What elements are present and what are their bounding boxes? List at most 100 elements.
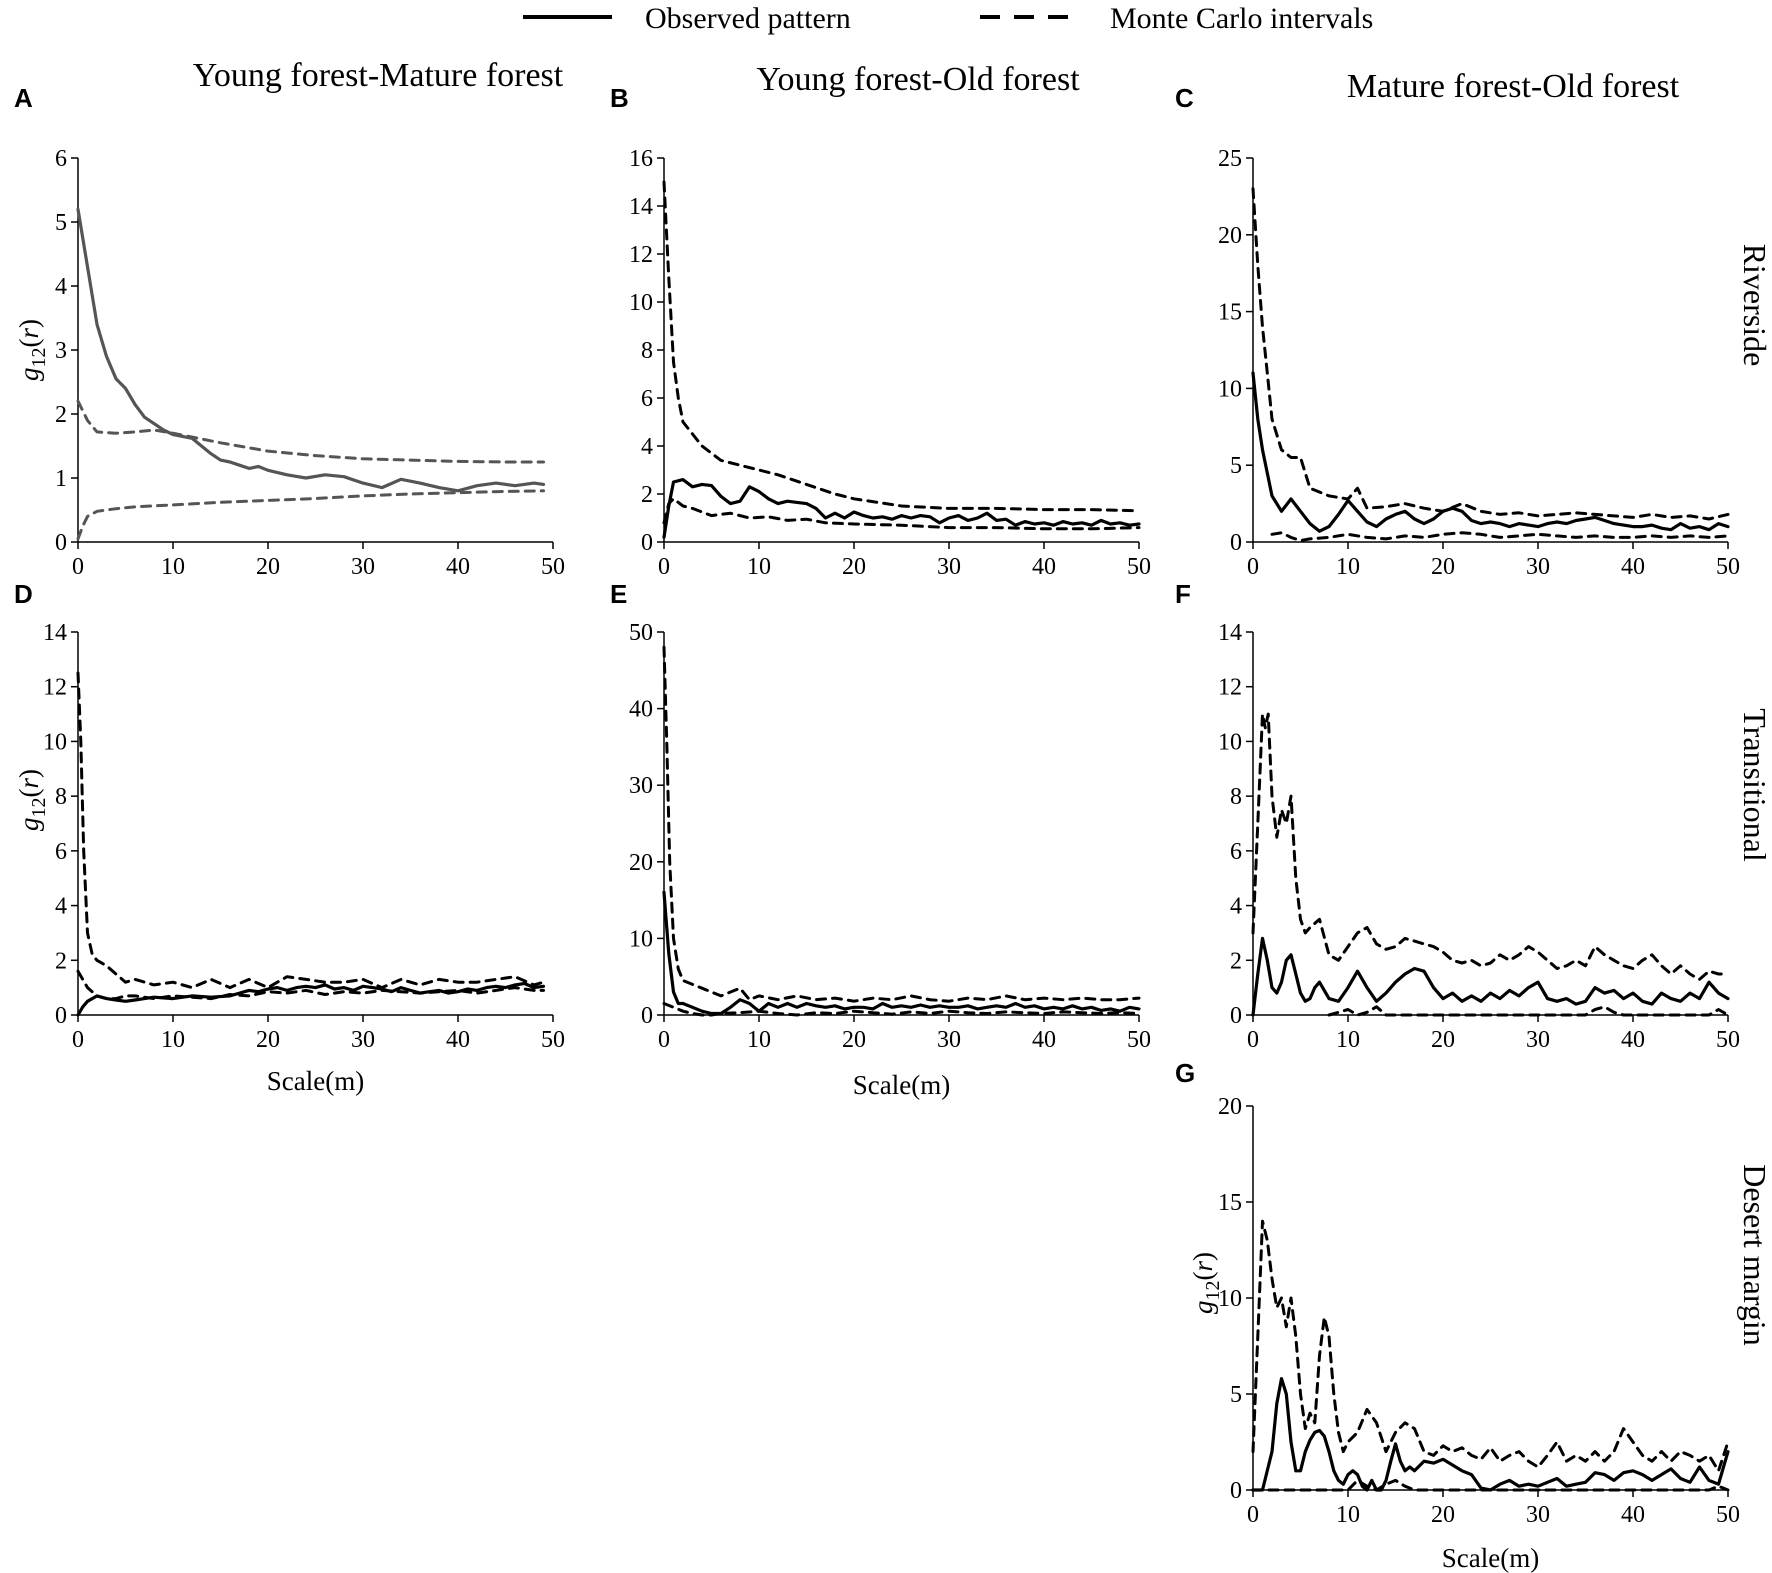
panel-letter-E: E bbox=[610, 579, 627, 609]
x-tick-label: 20 bbox=[1431, 1502, 1455, 1528]
y-tick-label: 12 bbox=[1218, 675, 1242, 701]
monte-carlo-upper-line bbox=[1251, 187, 1730, 521]
y-tick-label: 20 bbox=[629, 850, 653, 876]
x-tick-label: 40 bbox=[1621, 1027, 1645, 1053]
y-tick-label: 0 bbox=[1230, 1478, 1242, 1504]
x-tick-label: 30 bbox=[351, 1027, 375, 1053]
y-tick-label: 5 bbox=[1230, 453, 1242, 479]
monte-carlo-lower-line bbox=[1270, 531, 1730, 542]
panel-letter-B: B bbox=[610, 83, 629, 113]
panel-B: B 0 2 4 6 8 10 12 14 16 0 10 20 30 40 50 bbox=[610, 83, 1151, 580]
y-axis-title: g12(r) bbox=[1188, 1252, 1224, 1314]
x-tick-label: 40 bbox=[1621, 1502, 1645, 1528]
y-tick-label: 8 bbox=[641, 338, 653, 364]
monte-carlo-upper-line bbox=[1251, 1219, 1730, 1473]
x-tick-label: 50 bbox=[1127, 554, 1151, 580]
x-tick-label: 10 bbox=[747, 1027, 771, 1053]
x-tick-label: 0 bbox=[658, 554, 670, 580]
panel-letter-D: D bbox=[14, 579, 33, 609]
x-tick-label: 10 bbox=[1336, 554, 1360, 580]
y-tick-label: 8 bbox=[55, 784, 67, 810]
y-tick-label: 2 bbox=[55, 948, 67, 974]
x-tick-label: 20 bbox=[842, 1027, 866, 1053]
y-tick-label: 2 bbox=[55, 402, 67, 428]
x-tick-label: 30 bbox=[351, 554, 375, 580]
y-tick-label: 16 bbox=[629, 146, 653, 172]
y-tick-label: 10 bbox=[1218, 729, 1242, 755]
row-label-desert-margin: Desert margin bbox=[1737, 1164, 1772, 1346]
y-tick-label: 20 bbox=[1218, 223, 1242, 249]
x-tick-label: 30 bbox=[1526, 1502, 1550, 1528]
x-axis-title: Scale(m) bbox=[267, 1066, 364, 1096]
y-tick-label: 10 bbox=[43, 729, 67, 755]
panel-letter-G: G bbox=[1175, 1058, 1195, 1088]
y-tick-label: 0 bbox=[641, 530, 653, 556]
x-tick-label: 10 bbox=[747, 554, 771, 580]
monte-carlo-upper-line bbox=[662, 645, 1141, 1003]
y-axis-title: g12(r) bbox=[14, 769, 50, 831]
y-tick-label: 2 bbox=[641, 482, 653, 508]
monte-carlo-lower-line bbox=[76, 969, 545, 1001]
y-tick-label: 1 bbox=[55, 466, 67, 492]
y-tick-label: 50 bbox=[629, 620, 653, 646]
monte-carlo-upper-line bbox=[1251, 712, 1730, 981]
y-tick-label: 25 bbox=[1218, 146, 1242, 172]
y-tick-label: 5 bbox=[55, 210, 67, 236]
monte-carlo-lower-line bbox=[1251, 1478, 1730, 1492]
y-tick-label: 4 bbox=[55, 894, 67, 920]
x-tick-label: 30 bbox=[1526, 554, 1550, 580]
y-tick-label: 0 bbox=[641, 1003, 653, 1029]
legend-intervals-label: Monte Carlo intervals bbox=[1110, 2, 1373, 35]
x-tick-label: 30 bbox=[937, 1027, 961, 1053]
column-title-young-mature: Young forest-Mature forest bbox=[193, 57, 564, 94]
monte-carlo-upper-line bbox=[76, 399, 545, 464]
observed-pattern-line bbox=[76, 981, 546, 1017]
x-tick-label: 40 bbox=[1621, 554, 1645, 580]
x-tick-label: 40 bbox=[1032, 1027, 1056, 1053]
monte-carlo-lower-line bbox=[662, 497, 1141, 531]
observed-pattern-line bbox=[1251, 936, 1730, 1017]
x-tick-label: 0 bbox=[1247, 554, 1259, 580]
panel-letter-F: F bbox=[1175, 579, 1191, 609]
row-label-transitional: Transitional bbox=[1737, 708, 1772, 862]
y-tick-label: 6 bbox=[55, 839, 67, 865]
y-tick-label: 0 bbox=[1230, 1003, 1242, 1029]
row-label-riverside: Riverside bbox=[1737, 244, 1772, 367]
y-tick-label: 5 bbox=[1230, 1382, 1242, 1408]
panel-letter-A: A bbox=[14, 83, 33, 113]
x-tick-label: 0 bbox=[72, 1027, 84, 1053]
x-tick-label: 20 bbox=[1431, 554, 1455, 580]
y-tick-label: 14 bbox=[43, 620, 67, 646]
monte-carlo-upper-line bbox=[76, 671, 545, 990]
observed-pattern-line bbox=[1251, 371, 1730, 533]
monte-carlo-lower-line bbox=[662, 1002, 1141, 1017]
x-tick-label: 0 bbox=[1247, 1027, 1259, 1053]
y-tick-label: 15 bbox=[1218, 300, 1242, 326]
x-tick-label: 30 bbox=[937, 554, 961, 580]
y-tick-label: 0 bbox=[1230, 530, 1242, 556]
x-tick-label: 0 bbox=[658, 1027, 670, 1053]
observed-pattern-line bbox=[1251, 1376, 1730, 1492]
x-tick-label: 0 bbox=[1247, 1502, 1259, 1528]
panel-E: E 0 10 20 30 40 50 0 10 20 30 40 50 Scale(m) bbox=[610, 579, 1151, 1100]
y-tick-label: 10 bbox=[629, 290, 653, 316]
legend-observed-label: Observed pattern bbox=[645, 2, 851, 35]
y-tick-label: 14 bbox=[629, 194, 653, 220]
observed-pattern-line bbox=[76, 207, 546, 493]
x-tick-label: 0 bbox=[72, 554, 84, 580]
panel-C: C 0 5 10 15 20 25 0 10 20 30 40 50 bbox=[1175, 83, 1740, 580]
x-tick-label: 50 bbox=[1716, 1027, 1740, 1053]
column-title-mature-old: Mature forest-Old forest bbox=[1347, 68, 1680, 105]
y-tick-label: 40 bbox=[629, 697, 653, 723]
monte-carlo-lower-line bbox=[76, 489, 545, 541]
x-tick-label: 20 bbox=[1431, 1027, 1455, 1053]
x-tick-label: 50 bbox=[541, 1027, 565, 1053]
y-tick-label: 20 bbox=[1218, 1094, 1242, 1120]
x-tick-label: 40 bbox=[1032, 554, 1056, 580]
y-tick-label: 6 bbox=[641, 386, 653, 412]
x-axis-title: Scale(m) bbox=[1442, 1543, 1539, 1573]
x-tick-label: 40 bbox=[446, 554, 470, 580]
panel-D: D 0 2 4 6 8 10 12 14 0 10 20 30 40 50 Scale(m) g12(r) bbox=[14, 579, 565, 1096]
y-tick-label: 12 bbox=[629, 242, 653, 268]
